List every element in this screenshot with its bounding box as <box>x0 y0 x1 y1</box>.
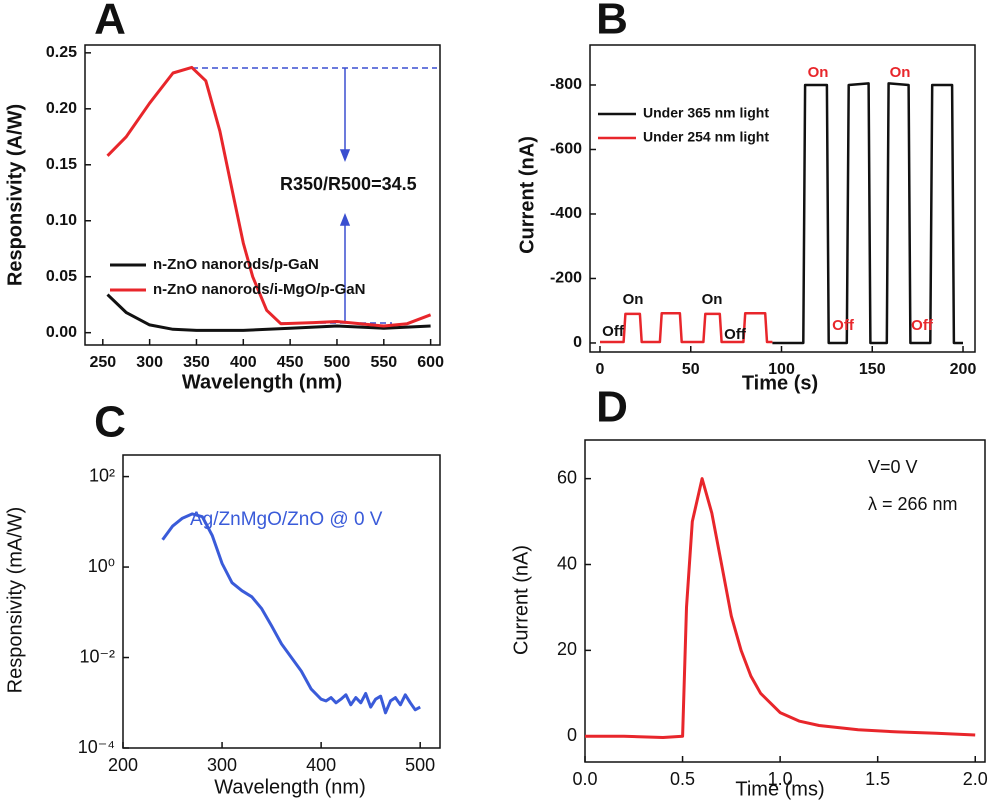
panel: D 0.0 0.5 1.0 1.5 2.0 0 20 40 60 Time (ms) Current … <box>510 383 987 801</box>
x-tick-label: 500 <box>324 354 351 371</box>
panel-label: A <box>94 0 126 44</box>
annotation: Off <box>724 326 747 343</box>
x-tick-label: 400 <box>230 354 257 371</box>
x-tick-label: 1.5 <box>865 769 890 789</box>
x-tick-label: 400 <box>306 755 336 775</box>
x-tick-label: 300 <box>136 354 163 371</box>
y-axis-label: Current (nA) <box>510 545 532 655</box>
panel: A 250 300 350 400 450 500 550 600 0.00 0.05 0.10 0.1… <box>4 0 444 393</box>
y-tick-label: 10⁰ <box>88 556 115 576</box>
legend-label: n-ZnO nanorods/i-MgO/p-GaN <box>153 281 365 298</box>
plot-frame <box>589 44 976 353</box>
x-tick-label: 550 <box>370 354 397 371</box>
down-arrow-head <box>339 149 351 163</box>
series-line <box>161 512 421 715</box>
y-tick-label: 20 <box>557 639 577 659</box>
y-tick-label: 0.25 <box>46 44 77 61</box>
y-tick-label: 0 <box>573 334 582 351</box>
x-axis-label: Time (ms) <box>735 778 824 800</box>
x-tick-label: 50 <box>682 361 700 378</box>
y-tick-label: 10⁻² <box>79 646 115 666</box>
y-tick-label: 0 <box>567 725 577 745</box>
legend-label: Ag/ZnMgO/ZnO @ 0 V <box>190 509 383 530</box>
y-tick-label: 10² <box>89 465 115 485</box>
annotation: V=0 V <box>868 457 918 477</box>
x-axis-label: Time (s) <box>742 372 818 394</box>
plot-frame <box>84 44 441 346</box>
annotation: Off <box>911 317 934 334</box>
x-tick-label: 200 <box>108 755 138 775</box>
x-tick-label: 450 <box>277 354 304 371</box>
y-tick-label: 10⁻⁴ <box>78 737 115 757</box>
y-tick-label: 0.20 <box>46 100 77 117</box>
x-tick-label: 1.0 <box>768 769 793 789</box>
x-tick-label: 2.0 <box>963 769 988 789</box>
series-line <box>600 312 773 344</box>
panel: C 200 300 400 500 10⁻⁴ 10⁻² 10⁰ 10² Wavelength (n… <box>4 398 441 798</box>
y-tick-label: 60 <box>557 467 577 487</box>
y-axis-label: Responsivity (mA/W) <box>4 507 26 694</box>
plot-frame <box>584 439 986 763</box>
legend-label: Under 254 nm light <box>643 129 769 145</box>
y-tick-label: -400 <box>550 205 582 222</box>
x-tick-label: 150 <box>859 361 886 378</box>
x-tick-label: 600 <box>417 354 444 371</box>
y-tick-label: -600 <box>550 141 582 158</box>
y-tick-label: -200 <box>550 270 582 287</box>
annotation: Off <box>832 317 855 334</box>
panel: B 0 50 100 150 200 0 -200 -400 -600 -800 Time (s) Cu… <box>516 0 976 394</box>
y-tick-label: -800 <box>550 76 582 93</box>
series-line <box>585 477 976 739</box>
series-line <box>106 65 432 328</box>
annotation: R350/R500=34.5 <box>280 174 417 194</box>
y-tick-label: 0.00 <box>46 324 77 341</box>
x-tick-label: 350 <box>183 354 210 371</box>
series-line <box>772 82 963 345</box>
up-arrow-head <box>339 212 351 226</box>
x-axis-label: Wavelength (nm) <box>214 776 366 798</box>
x-tick-label: 0.0 <box>572 769 597 789</box>
panel-label: B <box>596 0 628 44</box>
y-axis-label: Responsivity (A/W) <box>4 104 26 286</box>
x-axis-label: Wavelength (nm) <box>182 371 342 393</box>
panel-label: C <box>94 398 126 447</box>
y-tick-label: 0.10 <box>46 212 77 229</box>
annotation: Off <box>602 323 625 340</box>
y-axis-label: Current (nA) <box>516 136 538 254</box>
annotation: On <box>890 64 911 81</box>
x-tick-label: 0.5 <box>670 769 695 789</box>
annotation: λ = 266 nm <box>868 494 958 514</box>
x-tick-label: 200 <box>950 361 977 378</box>
series-line <box>106 293 431 332</box>
annotation: On <box>808 64 829 81</box>
y-tick-label: 0.05 <box>46 268 77 285</box>
legend-label: Under 365 nm light <box>643 105 769 121</box>
x-tick-label: 300 <box>207 755 237 775</box>
annotation: On <box>623 291 644 308</box>
legend-label: n-ZnO nanorods/p-GaN <box>153 256 319 273</box>
annotation: On <box>702 291 723 308</box>
x-tick-label: 500 <box>405 755 435 775</box>
x-tick-label: 250 <box>89 354 116 371</box>
x-tick-label: 100 <box>768 361 795 378</box>
plot-frame <box>122 454 441 749</box>
y-tick-label: 40 <box>557 553 577 573</box>
x-tick-label: 0 <box>596 361 605 378</box>
panel-label: D <box>596 383 628 432</box>
y-tick-label: 0.15 <box>46 156 77 173</box>
